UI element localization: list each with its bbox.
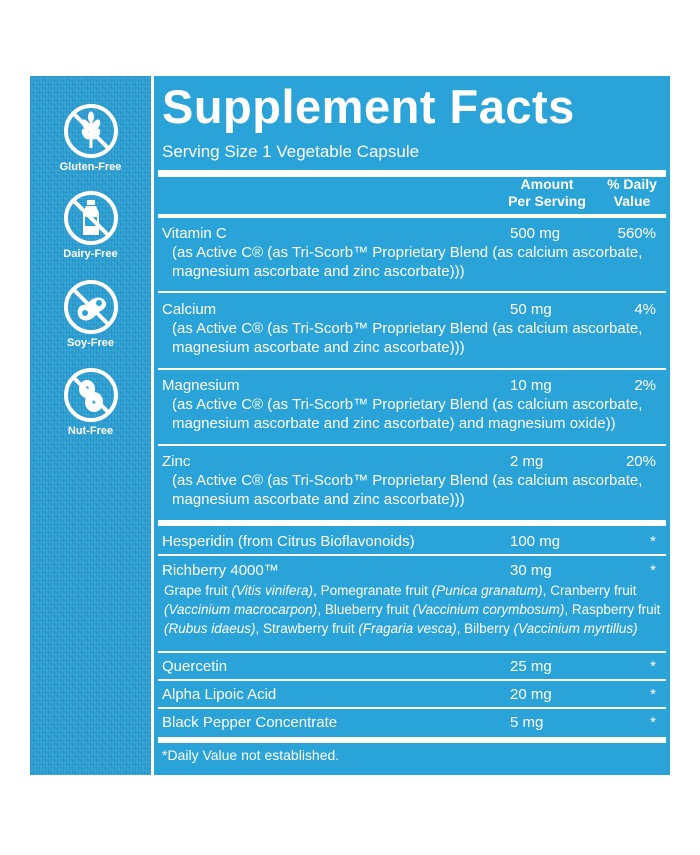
fruit-blend-line: (Vaccinium macrocarpon), Blueberry fruit…: [164, 602, 661, 617]
serving-size: Serving Size 1 Vegetable Capsule: [162, 142, 420, 161]
nutrient-source: (as Active C® (as Tri-Scorb™ Proprietary…: [172, 472, 643, 489]
nutrient-dv: 20%: [625, 453, 656, 470]
nutrient-dv: *: [650, 658, 656, 675]
table-row: Calcium 50 mg 4% (as Active C® (as Tri-S…: [158, 300, 666, 370]
thick-divider: [158, 737, 666, 743]
nutrient-name: Vitamin C: [162, 225, 227, 242]
nutrient-source: magnesium ascorbate and zinc ascorbate))…: [172, 491, 465, 508]
divider: [158, 651, 666, 653]
table-row: Zinc 2 mg 20% (as Active C® (as Tri-Scor…: [158, 452, 666, 522]
page-title: Supplement Facts: [162, 80, 575, 133]
divider: [158, 368, 666, 370]
supplement-panel: Gluten-Free Dairy-Free Soy-Free: [30, 76, 670, 775]
badge-label: Dairy-Free: [63, 248, 118, 260]
nutrient-source: magnesium ascorbate and zinc ascorbate))…: [172, 339, 465, 356]
soy-free-badge: Soy-Free: [30, 279, 151, 349]
nutrient-name: Hesperidin (from Citrus Bioflavonoids): [162, 533, 415, 550]
peanut-icon: [63, 368, 118, 422]
nut-free-badge: Nut-Free: [30, 367, 151, 437]
nutrient-dv: 4%: [634, 301, 656, 318]
nutrient-source: (as Active C® (as Tri-Scorb™ Proprietary…: [172, 320, 643, 337]
nutrient-name: Black Pepper Concentrate: [162, 714, 338, 731]
nutrient-dv: *: [650, 562, 656, 579]
nutrient-amount: 2 mg: [510, 453, 544, 470]
badge-label: Soy-Free: [66, 337, 115, 349]
supplement-facts-table: Supplement Facts Serving Size 1 Vegetabl…: [151, 76, 670, 775]
daily-value-header: % Daily Value: [607, 176, 657, 209]
milk-bottle-icon: [63, 191, 118, 245]
nutrient-source: magnesium ascorbate and zinc ascorbate))…: [172, 263, 465, 280]
nutrient-name: Magnesium: [162, 377, 240, 394]
divider: [158, 291, 666, 293]
footnote: *Daily Value not established.: [162, 747, 340, 763]
nutrient-amount: 5 mg: [510, 714, 544, 731]
nutrient-dv: *: [650, 533, 656, 550]
thick-divider: [158, 214, 666, 218]
thick-divider: [158, 170, 666, 177]
divider: [158, 554, 666, 556]
amount-header: Amount Per Serving: [508, 176, 586, 209]
nutrient-amount: 500 mg: [510, 225, 561, 242]
table-row: Hesperidin (from Citrus Bioflavonoids) 1…: [158, 532, 666, 552]
thick-divider: [158, 520, 666, 526]
divider: [158, 444, 666, 446]
divider: [158, 707, 666, 709]
nutrient-source: magnesium ascorbate and zinc ascorbate) …: [172, 415, 616, 432]
table-row: Black Pepper Concentrate 5 mg *: [158, 713, 666, 733]
nutrient-source: (as Active C® (as Tri-Scorb™ Proprietary…: [172, 396, 643, 413]
table-row: Quercetin 25 mg *: [158, 657, 666, 677]
nutrient-name: Alpha Lipoic Acid: [162, 686, 277, 703]
nutrient-name: Zinc: [162, 453, 191, 470]
soybean-icon: [63, 280, 118, 334]
nutrient-amount: 30 mg: [510, 562, 552, 579]
table-row: Vitamin C 500 mg 560% (as Active C® (as …: [158, 224, 666, 294]
divider: [158, 679, 666, 681]
table-row: Richberry 4000™ 30 mg * Grape fruit (Vit…: [158, 561, 666, 651]
nutrient-dv: *: [650, 686, 656, 703]
nutrient-amount: 20 mg: [510, 686, 552, 703]
badge-label: Nut-Free: [67, 425, 114, 437]
dairy-free-badge: Dairy-Free: [30, 190, 151, 260]
nutrient-amount: 10 mg: [510, 377, 552, 394]
nutrient-dv: 2%: [634, 377, 656, 394]
table-row: Alpha Lipoic Acid 20 mg *: [158, 685, 666, 705]
badge-column: Gluten-Free Dairy-Free Soy-Free: [30, 76, 151, 775]
nutrient-amount: 25 mg: [510, 658, 552, 675]
badge-label: Gluten-Free: [59, 161, 122, 173]
nutrient-dv: *: [650, 714, 656, 731]
nutrient-dv: 560%: [617, 225, 656, 242]
nutrient-name: Quercetin: [162, 658, 228, 675]
gluten-free-badge: Gluten-Free: [30, 103, 151, 173]
table-row: Magnesium 10 mg 2% (as Active C® (as Tri…: [158, 376, 666, 446]
fruit-blend-line: (Rubus idaeus), Strawberry fruit (Fragar…: [164, 621, 638, 636]
wheat-icon: [63, 104, 118, 158]
nutrient-name: Richberry 4000™: [162, 562, 279, 579]
nutrient-source: (as Active C® (as Tri-Scorb™ Proprietary…: [172, 244, 643, 261]
nutrient-amount: 100 mg: [510, 533, 561, 550]
fruit-blend-line: Grape fruit (Vitis vinifera), Pomegranat…: [164, 583, 637, 598]
nutrient-name: Calcium: [162, 301, 217, 318]
nutrient-amount: 50 mg: [510, 301, 552, 318]
